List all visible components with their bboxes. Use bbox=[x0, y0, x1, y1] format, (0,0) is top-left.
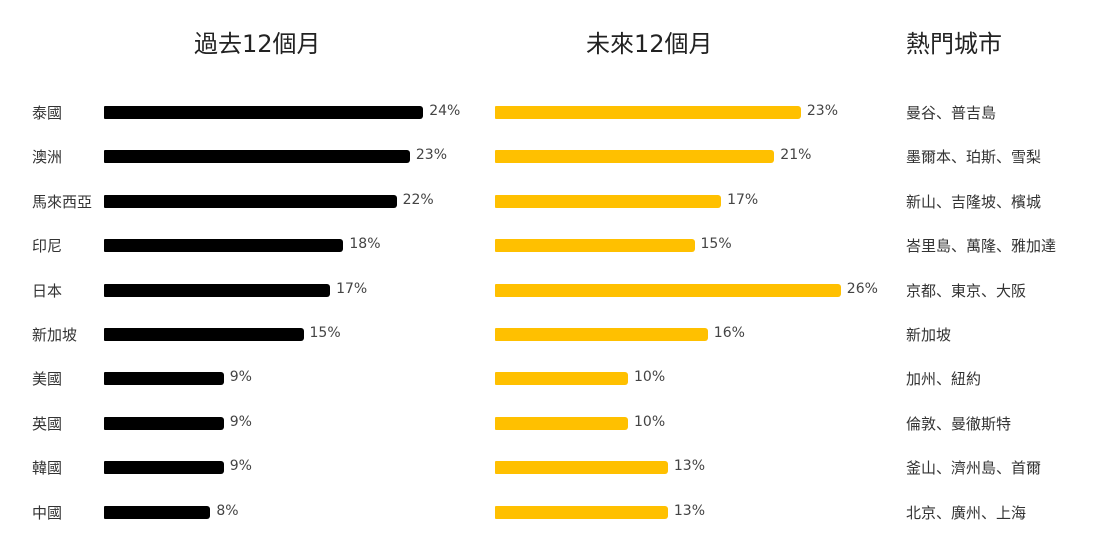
chart-row: 日本 17% 26% 京都、東京、大阪 bbox=[0, 276, 1108, 306]
country-label: 英國 bbox=[32, 414, 63, 433]
future-bar bbox=[495, 416, 628, 430]
future-bar bbox=[495, 461, 668, 475]
future-value-label: 15% bbox=[700, 236, 732, 253]
future-value-label: 17% bbox=[727, 191, 759, 208]
cities-label: 加州、紐約 bbox=[906, 370, 982, 389]
cities-label: 曼谷、普吉島 bbox=[906, 104, 997, 122]
future-value-label: 10% bbox=[634, 369, 666, 386]
cities-label: 倫敦、曼徹斯特 bbox=[906, 414, 1012, 433]
past-bar bbox=[104, 372, 224, 386]
country-label: 中國 bbox=[32, 503, 63, 522]
future-value-label: 23% bbox=[806, 103, 839, 119]
future-value-label: 26% bbox=[846, 280, 878, 297]
past-value-label: 17% bbox=[336, 280, 368, 297]
next-12-months-title: 未來12個月 bbox=[586, 30, 713, 58]
past-bar bbox=[104, 416, 224, 430]
country-label: 泰國 bbox=[32, 104, 63, 122]
future-bar bbox=[495, 239, 695, 253]
cities-label: 北京、廣州、上海 bbox=[906, 503, 1027, 522]
past-value-label: 9% bbox=[229, 369, 252, 386]
chart-row: 中國 8% 13% 北京、廣州、上海 bbox=[0, 498, 1108, 528]
past-value-label: 9% bbox=[229, 458, 252, 475]
future-bar bbox=[495, 194, 722, 208]
past-12-months-title: 過去12個月 bbox=[194, 30, 321, 58]
past-value-label: 24% bbox=[429, 103, 461, 119]
cities-label: 京都、東京、大阪 bbox=[906, 281, 1027, 300]
past-value-label: 8% bbox=[216, 502, 239, 519]
country-label: 美國 bbox=[32, 370, 63, 389]
future-value-label: 21% bbox=[780, 147, 812, 164]
chart-row: 新加坡 15% 16% 新加坡 bbox=[0, 320, 1108, 350]
cities-label: 墨爾本、珀斯、雪梨 bbox=[906, 148, 1042, 167]
past-bar bbox=[104, 194, 397, 208]
future-value-label: 10% bbox=[634, 413, 666, 430]
country-label: 馬來西亞 bbox=[32, 192, 93, 211]
chart-row: 馬來西亞 22% 17% 新山、吉隆坡、檳城 bbox=[0, 187, 1108, 217]
country-label: 新加坡 bbox=[32, 326, 78, 344]
past-value-label: 9% bbox=[229, 413, 252, 430]
chart-row: 印尼 18% 15% 峇里島、萬隆、雅加達 bbox=[0, 231, 1108, 261]
chart-row: 泰國 24% 23% 曼谷、普吉島 bbox=[0, 98, 1108, 128]
past-bar bbox=[104, 328, 304, 341]
popular-cities-title: 熱門城市 bbox=[906, 30, 1002, 58]
future-bar bbox=[495, 150, 775, 164]
country-label: 日本 bbox=[32, 281, 63, 300]
cities-label: 新加坡 bbox=[906, 326, 952, 344]
future-value-label: 13% bbox=[673, 458, 706, 475]
future-bar bbox=[495, 283, 841, 297]
past-bar bbox=[104, 150, 410, 164]
future-bar bbox=[495, 372, 628, 386]
cities-label: 新山、吉隆坡、檳城 bbox=[906, 192, 1042, 211]
future-bar bbox=[495, 505, 668, 519]
country-label: 澳洲 bbox=[32, 148, 63, 167]
past-value-label: 23% bbox=[415, 147, 448, 164]
future-value-label: 13% bbox=[673, 502, 706, 519]
past-bar bbox=[104, 283, 331, 297]
past-value-label: 18% bbox=[349, 236, 381, 253]
future-value-label: 16% bbox=[713, 325, 745, 341]
chart-row: 英國 9% 10% 倫敦、曼徹斯特 bbox=[0, 409, 1108, 439]
cities-label: 釜山、濟州島、首爾 bbox=[906, 459, 1042, 478]
past-bar bbox=[104, 461, 224, 475]
country-label: 韓國 bbox=[32, 459, 63, 478]
future-bar bbox=[495, 106, 801, 119]
past-bar bbox=[104, 505, 211, 519]
past-value-label: 22% bbox=[402, 191, 434, 208]
past-value-label: 15% bbox=[309, 325, 341, 341]
cities-label: 峇里島、萬隆、雅加達 bbox=[906, 237, 1057, 256]
chart-row: 美國 9% 10% 加州、紐約 bbox=[0, 364, 1108, 394]
country-label: 印尼 bbox=[32, 237, 63, 256]
chart-row: 韓國 9% 13% 釜山、濟州島、首爾 bbox=[0, 453, 1108, 483]
future-bar bbox=[495, 328, 708, 341]
past-bar bbox=[104, 106, 424, 119]
chart-row: 澳洲 23% 21% 墨爾本、珀斯、雪梨 bbox=[0, 142, 1108, 172]
past-bar bbox=[104, 239, 344, 253]
